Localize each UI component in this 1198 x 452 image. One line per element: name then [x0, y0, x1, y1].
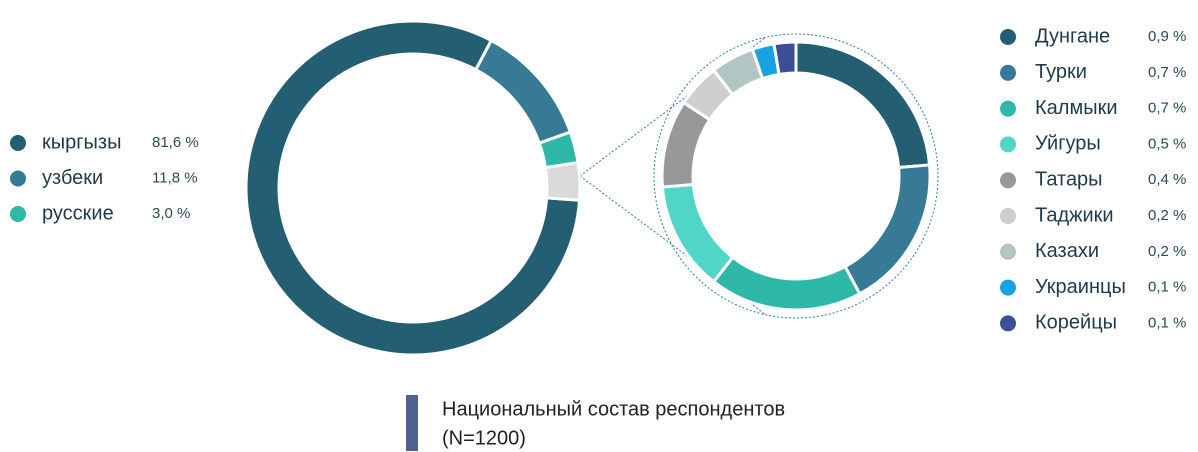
value-label: 0,5 % [1148, 135, 1186, 152]
legend-marker [1000, 208, 1016, 224]
legend-label: Турки [1035, 61, 1087, 83]
donut-segment [543, 160, 582, 202]
value-label: 81,6 % [152, 134, 199, 151]
chart-subtitle: (N=1200) [442, 427, 526, 449]
value-label: 3,0 % [152, 205, 190, 222]
legend-label: Украинцы [1035, 276, 1126, 298]
value-label: 0,2 % [1148, 207, 1186, 224]
legend-label: Калмыки [1035, 97, 1118, 119]
legend-marker [10, 170, 26, 187]
value-label: 0,2 % [1148, 243, 1186, 260]
value-label: 11,8 % [152, 169, 198, 186]
legend-marker [1000, 100, 1016, 117]
donut-segment [244, 19, 582, 357]
chart-title: Национальный состав респондентов [442, 398, 785, 420]
donut-segment [660, 182, 735, 284]
value-label: 0,9 % [1148, 28, 1186, 45]
legend-marker [1000, 243, 1016, 260]
legend-marker [1000, 315, 1016, 332]
legend-label: Корейцы [1035, 312, 1117, 334]
zoom-circle [653, 33, 939, 319]
legend-marker [1000, 64, 1016, 81]
title-bar [406, 395, 418, 451]
value-label: 0,4 % [1148, 171, 1186, 188]
value-label: 0,7 % [1148, 64, 1186, 81]
donut-segment [842, 163, 932, 296]
donut-segment [473, 38, 573, 146]
legend-marker [10, 206, 26, 222]
legend-label: Казахи [1035, 240, 1099, 262]
legend-marker [1000, 279, 1016, 296]
value-label: 0,1 % [1148, 314, 1186, 331]
legend-label: Таджики [1035, 204, 1114, 226]
legend-marker [1000, 29, 1016, 45]
legend-label: Дунгане [1035, 25, 1110, 47]
legend-label: русские [42, 202, 114, 224]
value-label: 0,1 % [1148, 279, 1186, 296]
legend-marker [10, 135, 26, 151]
legend-marker [1000, 172, 1016, 189]
donut-segment [711, 255, 862, 312]
legend-label: Татары [1035, 168, 1103, 190]
legend-label: кыргызы [42, 131, 121, 153]
donut-segment [772, 40, 798, 77]
value-label: 0,7 % [1148, 100, 1186, 117]
donut-segment [794, 40, 932, 170]
legend-marker [1000, 136, 1016, 153]
legend-label: Уйгуры [1035, 133, 1101, 155]
legend-label: узбеки [42, 167, 103, 189]
